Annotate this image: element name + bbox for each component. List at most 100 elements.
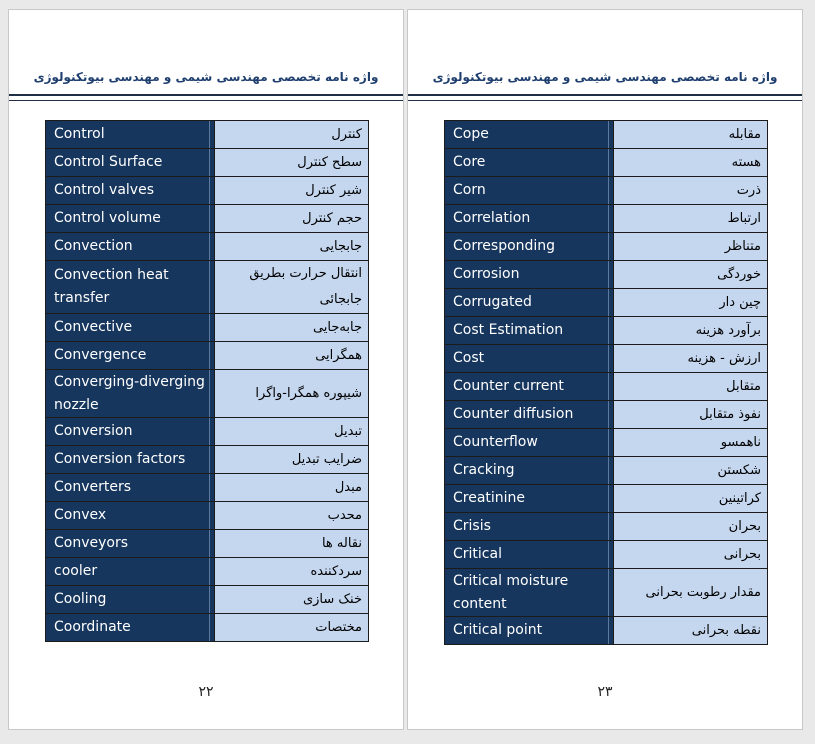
term-en: Convergence [45, 341, 215, 370]
term-fa: شیر کنترل [213, 176, 370, 205]
term-en: Cope [444, 120, 614, 149]
table-row: Counter current متقابل [444, 372, 769, 401]
table-row: Cracking شکستن [444, 456, 769, 485]
term-fa: مبدل [213, 473, 370, 502]
term-fa: کراتینین [612, 484, 769, 513]
term-en: Converters [45, 473, 215, 502]
term-en: Corrosion [444, 260, 614, 289]
table-row: Counter diffusion نفوذ متقابل [444, 400, 769, 429]
table-row: Coordinate مختصات [45, 613, 370, 642]
header-rule [408, 94, 802, 101]
table-row: Converters مبدل [45, 473, 370, 502]
term-en: Critical [444, 540, 614, 569]
term-en: Cost [444, 344, 614, 373]
term-fa: برآورد هزینه [612, 316, 769, 345]
term-en: Convection [45, 232, 215, 261]
term-fa: متناظر [612, 232, 769, 261]
table-row: Critical بحرانی [444, 540, 769, 569]
table-row: Control Surface سطح کنترل [45, 148, 370, 177]
right-page: واژه نامه تخصصی مهندسی شیمی و مهندسی بیو… [407, 9, 803, 730]
term-en: Cracking [444, 456, 614, 485]
term-fa: مختصات [213, 613, 370, 642]
table-row: Cost ارزش - هزینه [444, 344, 769, 373]
term-en: Conversion factors [45, 445, 215, 474]
term-fa: تبدیل [213, 417, 370, 446]
table-row: Corrosion خوردگی [444, 260, 769, 289]
term-en: Control [45, 120, 215, 149]
header-rule [9, 94, 403, 101]
term-fa: شیپوره همگرا-واگرا [213, 369, 370, 418]
table-row: Control کنترل [45, 120, 370, 149]
term-fa: نقطه بحرانی [612, 616, 769, 645]
term-fa: مقدار رطوبت بحرانی [612, 568, 769, 617]
term-fa: ذرت [612, 176, 769, 205]
term-en: Converging-diverging nozzle [45, 369, 215, 418]
term-en: Cost Estimation [444, 316, 614, 345]
term-en: Critical point [444, 616, 614, 645]
term-fa: مقابله [612, 120, 769, 149]
term-fa: جابه‌جایی [213, 313, 370, 342]
table-row: Corn ذرت [444, 176, 769, 205]
term-fa: همگرایی [213, 341, 370, 370]
table-row: Crisis بحران [444, 512, 769, 541]
term-fa: متقابل [612, 372, 769, 401]
table-row: Convective جابه‌جایی [45, 313, 370, 342]
table-row: Conversion تبدیل [45, 417, 370, 446]
term-en: Crisis [444, 512, 614, 541]
table-row: Convection جابجایی [45, 232, 370, 261]
term-fa: چین دار [612, 288, 769, 317]
term-fa: ناهمسو [612, 428, 769, 457]
table-row: Critical point نقطه بحرانی [444, 616, 769, 645]
term-en: Control Surface [45, 148, 215, 177]
table-row: Correlation ارتباط [444, 204, 769, 233]
term-en: Control valves [45, 176, 215, 205]
term-fa: نفوذ متقابل [612, 400, 769, 429]
term-en: Convective [45, 313, 215, 342]
table-row: Critical moisture content مقدار رطوبت بحر… [444, 568, 769, 617]
table-row: Corrugated چین دار [444, 288, 769, 317]
term-fa: خنک سازی [213, 585, 370, 614]
term-en: Core [444, 148, 614, 177]
term-en: Corrugated [444, 288, 614, 317]
term-en: Corresponding [444, 232, 614, 261]
page-number: ۲۲ [198, 684, 214, 700]
term-fa: بحران [612, 512, 769, 541]
term-fa: ارزش - هزینه [612, 344, 769, 373]
table-row: Converging-diverging nozzle شیپوره همگرا-… [45, 369, 370, 418]
term-fa: هسته [612, 148, 769, 177]
table-row: Conveyors نقاله ها [45, 529, 370, 558]
left-page: واژه نامه تخصصی مهندسی شیمی و مهندسی بیو… [8, 9, 404, 730]
table-row: Cooling خنک سازی [45, 585, 370, 614]
table-row: Conversion factors ضرایب تبدیل [45, 445, 370, 474]
page-header: واژه نامه تخصصی مهندسی شیمی و مهندسی بیو… [33, 70, 379, 84]
term-fa: محدب [213, 501, 370, 530]
table-row: Convex محدب [45, 501, 370, 530]
term-en: Correlation [444, 204, 614, 233]
term-fa: ضرایب تبدیل [213, 445, 370, 474]
term-en: Convection heat transfer [45, 260, 215, 314]
term-fa: ارتباط [612, 204, 769, 233]
table-row: cooler سردکننده [45, 557, 370, 586]
term-en: Cooling [45, 585, 215, 614]
page-number: ۲۳ [597, 684, 613, 700]
table-row: Creatinine کراتینین [444, 484, 769, 513]
page-header: واژه نامه تخصصی مهندسی شیمی و مهندسی بیو… [432, 70, 778, 84]
table-row: Control valves شیر کنترل [45, 176, 370, 205]
table-row: Control volume حجم کنترل [45, 204, 370, 233]
term-fa: سطح کنترل [213, 148, 370, 177]
term-en: Counterflow [444, 428, 614, 457]
table-row: Cope مقابله [444, 120, 769, 149]
table-row: Core هسته [444, 148, 769, 177]
term-en: Conveyors [45, 529, 215, 558]
glossary-table: Control کنترل Control Surface سطح کنترل Co… [45, 120, 370, 642]
term-fa: نقاله ها [213, 529, 370, 558]
term-fa: کنترل [213, 120, 370, 149]
term-fa: انتقال حرارت بطریق جابجائی [213, 260, 370, 314]
term-en: Coordinate [45, 613, 215, 642]
term-fa: بحرانی [612, 540, 769, 569]
term-en: Counter diffusion [444, 400, 614, 429]
term-en: Corn [444, 176, 614, 205]
term-fa: سردکننده [213, 557, 370, 586]
table-row: Corresponding متناظر [444, 232, 769, 261]
term-en: Control volume [45, 204, 215, 233]
